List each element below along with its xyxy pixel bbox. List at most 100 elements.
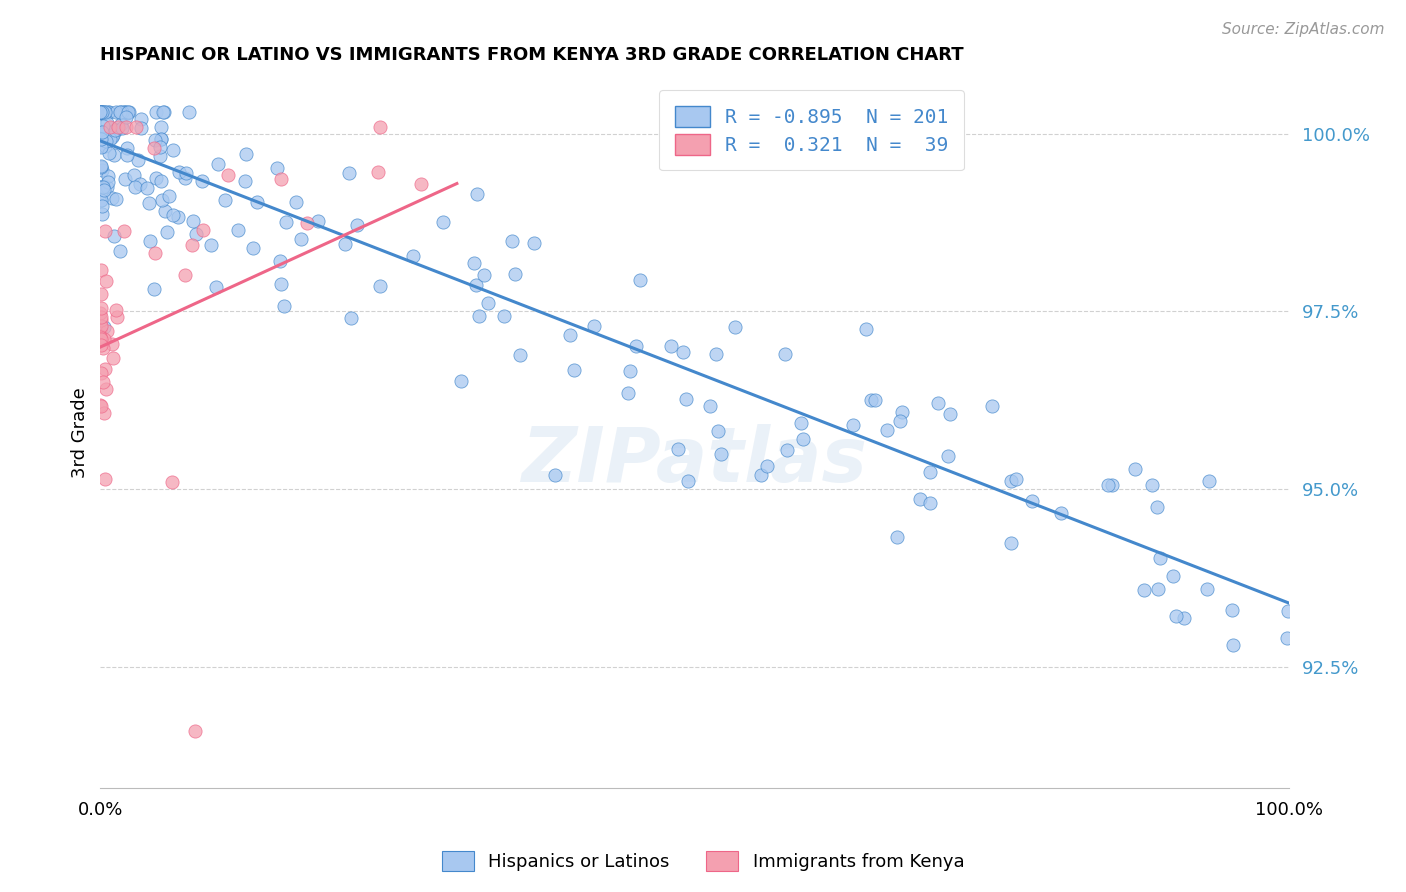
Point (792, 432, 814, 446)
Point (108, 105, 131, 120)
Point (98, 120, 121, 134)
Point (108, 105, 131, 120)
Point (980, 399, 1002, 413)
Point (749, 468, 772, 483)
Point (1161, 568, 1184, 582)
Point (1021, 494, 1043, 508)
Point (90, 310, 112, 325)
Point (125, 120, 148, 134)
Point (105, 310, 128, 324)
Point (127, 153, 149, 167)
Point (96, 116, 118, 130)
Point (672, 344, 695, 359)
Point (90, 163, 112, 178)
Point (463, 255, 485, 269)
Point (101, 130, 124, 145)
Point (1277, 631, 1299, 645)
Point (90, 127, 112, 141)
Point (110, 105, 132, 120)
Point (90, 262, 112, 277)
Point (90, 337, 112, 351)
Point (93, 342, 115, 356)
Point (93, 124, 115, 138)
Point (307, 214, 329, 228)
Point (207, 157, 229, 171)
Point (90, 105, 112, 120)
Point (90, 286, 112, 301)
Point (174, 171, 197, 186)
Point (1146, 500, 1168, 514)
Point (492, 310, 515, 324)
Point (129, 121, 152, 136)
Point (101, 351, 124, 365)
Point (1173, 611, 1195, 625)
Point (266, 161, 288, 175)
Point (149, 132, 172, 146)
Point (1101, 478, 1123, 492)
Point (96, 324, 118, 338)
Point (94, 274, 117, 288)
Point (104, 123, 127, 137)
Point (773, 346, 796, 360)
Point (97, 105, 120, 120)
Point (107, 120, 129, 134)
Point (94, 105, 117, 120)
Point (98, 146, 121, 161)
Point (472, 268, 495, 282)
Text: ZIPatlas: ZIPatlas (522, 424, 868, 498)
Point (89, 193, 111, 207)
Point (110, 244, 132, 258)
Point (149, 174, 172, 188)
Point (112, 105, 135, 120)
Point (94, 105, 117, 120)
Point (135, 181, 157, 195)
Point (337, 166, 360, 180)
Point (115, 120, 138, 134)
Point (118, 105, 141, 120)
Point (886, 530, 908, 544)
Point (908, 491, 931, 506)
Point (181, 238, 204, 252)
Point (91, 105, 114, 120)
Point (89, 329, 111, 343)
Point (560, 327, 582, 342)
Point (153, 203, 176, 218)
Point (90, 105, 112, 120)
Point (96, 180, 118, 194)
Point (1005, 471, 1028, 485)
Point (1220, 603, 1243, 617)
Text: Source: ZipAtlas.com: Source: ZipAtlas.com (1222, 22, 1385, 37)
Point (90, 366, 112, 380)
Point (115, 106, 138, 120)
Point (155, 225, 177, 239)
Point (89, 105, 111, 120)
Point (97, 169, 120, 183)
Point (699, 399, 721, 413)
Point (145, 105, 167, 120)
Point (115, 110, 138, 124)
Point (93, 178, 115, 193)
Point (335, 237, 357, 252)
Point (112, 224, 135, 238)
Point (270, 172, 292, 186)
Point (105, 303, 128, 318)
Point (110, 117, 132, 131)
Point (477, 296, 499, 310)
Point (90, 332, 112, 346)
Point (90, 130, 112, 145)
Point (1049, 506, 1071, 520)
Point (467, 309, 489, 323)
Point (91, 376, 114, 390)
Point (143, 246, 166, 260)
Point (90, 207, 112, 221)
Point (177, 105, 200, 120)
Point (411, 177, 433, 191)
Point (90, 132, 112, 146)
Point (1000, 475, 1022, 489)
Point (90, 105, 112, 120)
Point (790, 416, 813, 430)
Point (100, 121, 122, 136)
Point (191, 222, 214, 236)
Point (1149, 551, 1171, 566)
Point (666, 442, 689, 456)
